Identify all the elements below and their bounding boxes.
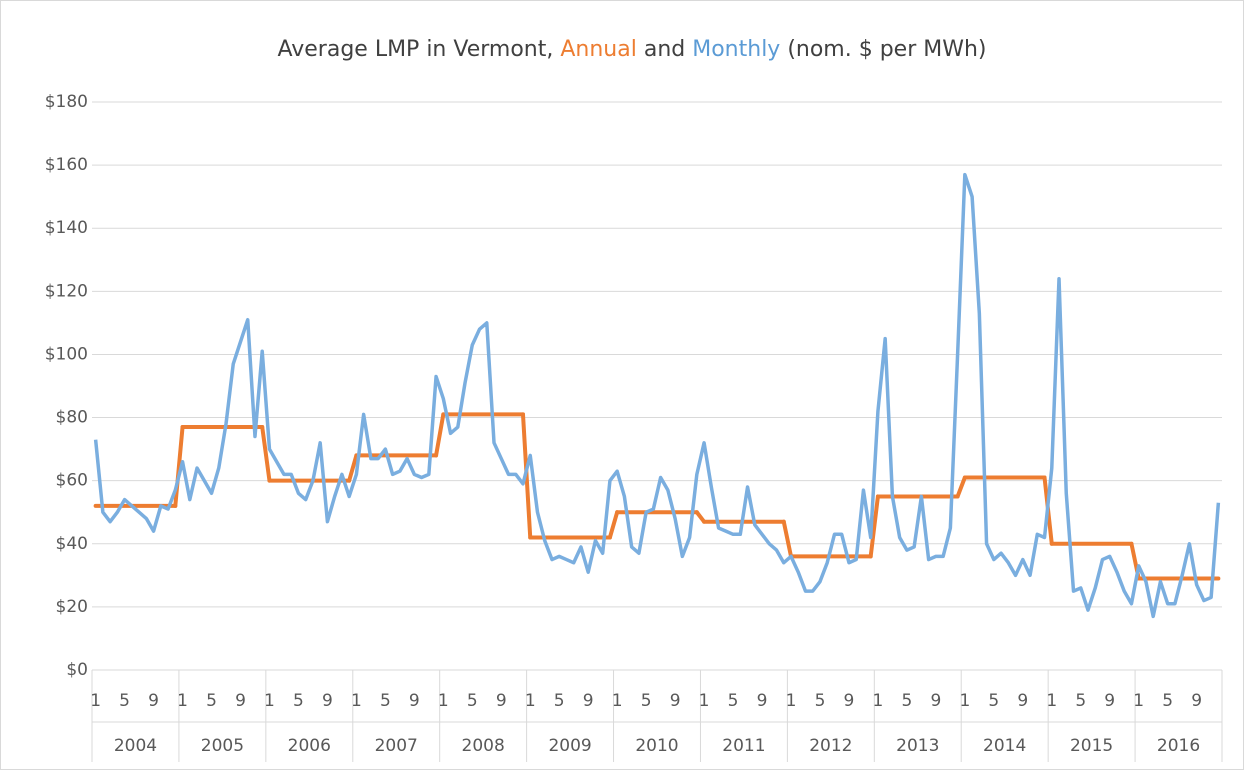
- year-label: 2016: [1157, 736, 1200, 756]
- year-label: 2006: [288, 736, 331, 756]
- y-tick-label: $120: [45, 281, 88, 301]
- monthly-line: [93, 172, 1221, 619]
- x-tick-label: 9: [235, 691, 246, 711]
- annual-connector: [868, 494, 880, 559]
- y-tick-label: $0: [66, 660, 88, 680]
- title-part: Average LMP in Vermont,: [277, 37, 560, 62]
- y-tick-label: $20: [56, 597, 88, 617]
- y-tick-label: $180: [45, 92, 88, 112]
- x-tick-label: 9: [1191, 691, 1202, 711]
- x-tick-label: 5: [988, 691, 999, 711]
- chart-title: Average LMP in Vermont, Annual and Month…: [277, 37, 986, 62]
- x-tick-label: 5: [901, 691, 912, 711]
- year-label: 2011: [722, 736, 765, 756]
- y-tick-label: $160: [45, 155, 88, 175]
- x-tick-label: 5: [119, 691, 130, 711]
- x-tick-label: 1: [959, 691, 970, 711]
- x-tick-label: 1: [177, 691, 188, 711]
- x-tick-label: 5: [728, 691, 739, 711]
- x-tick-label: 9: [409, 691, 420, 711]
- x-tick-label: 9: [496, 691, 507, 711]
- x-tick-label: 1: [786, 691, 797, 711]
- title-part: Monthly: [692, 37, 780, 62]
- x-tick-label: 1: [525, 691, 536, 711]
- annual-connector: [607, 510, 620, 540]
- x-tick-label: 5: [641, 691, 652, 711]
- x-tick-label: 5: [293, 691, 304, 711]
- x-tick-label: 1: [699, 691, 710, 711]
- annual-connector: [347, 453, 359, 483]
- y-tick-label: $40: [56, 534, 88, 554]
- x-tick-label: 1: [873, 691, 884, 711]
- year-label: 2009: [548, 736, 591, 756]
- x-tick-label: 1: [351, 691, 362, 711]
- x-tick-label: 5: [206, 691, 217, 711]
- title-part: (nom. $ per MWh): [780, 37, 986, 62]
- x-tick-label: 1: [438, 691, 449, 711]
- x-tick-label: 9: [322, 691, 333, 711]
- year-label: 2015: [1070, 736, 1113, 756]
- x-tick-label: 5: [815, 691, 826, 711]
- x-tick-label: 9: [1017, 691, 1028, 711]
- x-tick-label: 5: [1075, 691, 1086, 711]
- x-tick-label: 9: [670, 691, 681, 711]
- year-label: 2004: [114, 736, 157, 756]
- y-tick-label: $140: [45, 218, 88, 238]
- y-tick-label: $100: [45, 344, 88, 364]
- title-part: and: [637, 37, 692, 62]
- x-tick-label: 1: [90, 691, 101, 711]
- x-tick-label: 9: [930, 691, 941, 711]
- x-tick-label: 5: [380, 691, 391, 711]
- x-tick-label: 9: [844, 691, 855, 711]
- x-tick-label: 1: [1046, 691, 1057, 711]
- year-label: 2012: [809, 736, 852, 756]
- year-label: 2005: [201, 736, 244, 756]
- title-part: Annual: [560, 37, 636, 62]
- x-tick-label: 5: [1162, 691, 1173, 711]
- x-tick-label: 1: [612, 691, 623, 711]
- annual-connector: [173, 425, 185, 508]
- x-tick-label: 9: [148, 691, 159, 711]
- year-label: 2014: [983, 736, 1026, 756]
- x-tick-label: 9: [757, 691, 768, 711]
- annual-connector: [955, 475, 967, 499]
- annual-connector: [434, 412, 446, 458]
- annual-connector: [260, 425, 272, 483]
- x-tick-label: 1: [264, 691, 275, 711]
- x-tick-label: 9: [583, 691, 594, 711]
- year-label: 2008: [462, 736, 505, 756]
- year-label: 2010: [635, 736, 678, 756]
- y-tick-label: $60: [56, 471, 88, 491]
- year-label: 2007: [375, 736, 418, 756]
- y-tick-label: $80: [56, 408, 88, 428]
- x-tick-label: 1: [1133, 691, 1144, 711]
- x-tick-label: 5: [467, 691, 478, 711]
- year-label: 2013: [896, 736, 939, 756]
- annual-connector: [781, 519, 794, 559]
- x-tick-label: 9: [1104, 691, 1115, 711]
- x-tick-label: 5: [554, 691, 565, 711]
